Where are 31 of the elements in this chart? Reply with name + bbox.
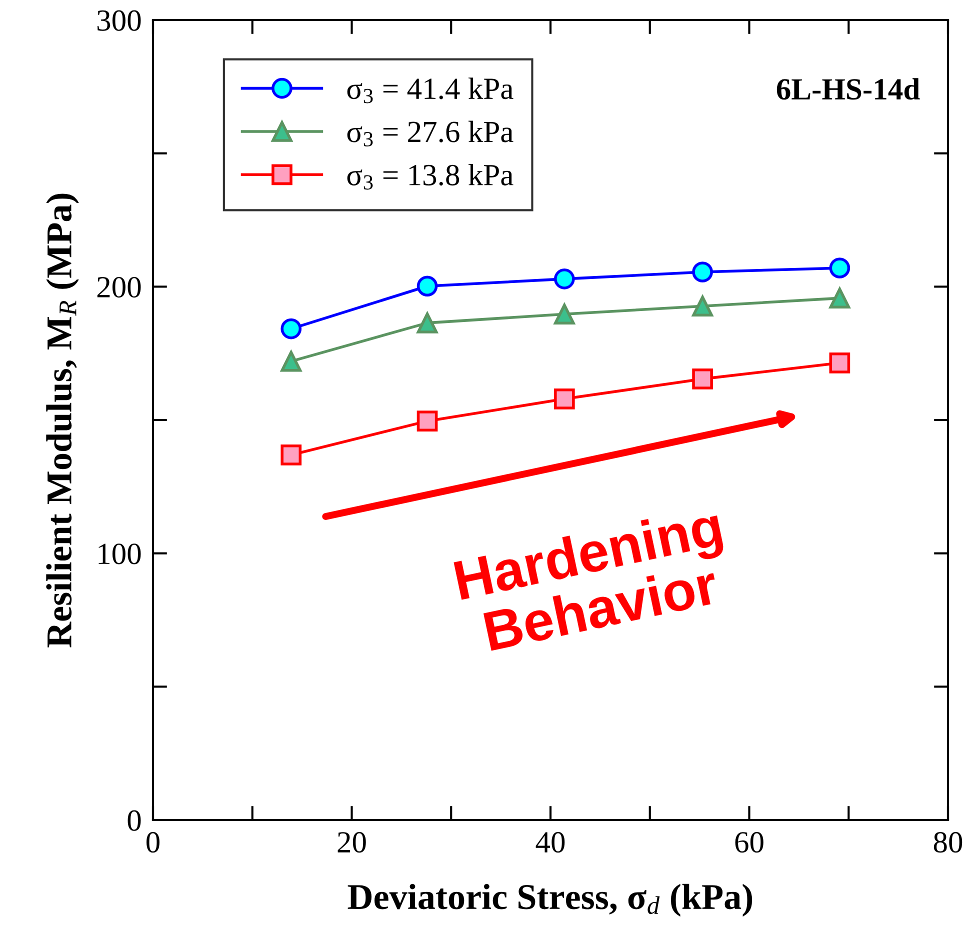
y-tick-label: 200	[97, 276, 141, 298]
point	[554, 388, 575, 410]
point	[692, 368, 713, 390]
point	[554, 268, 575, 290]
point	[280, 350, 302, 372]
y-tick-label: 300	[98, 10, 141, 31]
y-axis-title: Resilient Modulus, M$_{R}$ (MPa)	[46, 194, 79, 648]
point	[692, 296, 713, 317]
x-tick-label: 40	[536, 832, 565, 853]
point	[416, 410, 438, 432]
y-tick-label: 100	[98, 544, 141, 564]
point	[829, 288, 850, 309]
point	[416, 276, 438, 297]
point	[829, 352, 850, 374]
x-tick-label: 80	[934, 832, 962, 853]
point	[280, 318, 302, 340]
point	[416, 312, 438, 334]
point	[280, 444, 302, 466]
y-tick-label: 0	[128, 810, 141, 831]
x-axis-title: Deviatoric Stress, σ$_{d}$ (kPa)	[348, 884, 752, 917]
x-tick-label: 20	[338, 832, 366, 853]
legend-label: σ$_{3}$ = 13.8 kPa	[347, 164, 514, 190]
x-tick-label: 0	[146, 832, 160, 853]
annotation: 6L-HS-14d	[776, 78, 920, 100]
legend-label: σ$_{3}$ = 41.4 kPa	[347, 78, 514, 104]
point	[692, 262, 713, 282]
legend-label: σ$_{3}$ = 27.6 kPa	[347, 120, 514, 146]
point	[829, 258, 850, 278]
point	[554, 304, 575, 325]
x-tick-label: 60	[735, 832, 764, 853]
annotation: Hardening Behavior	[453, 504, 726, 652]
